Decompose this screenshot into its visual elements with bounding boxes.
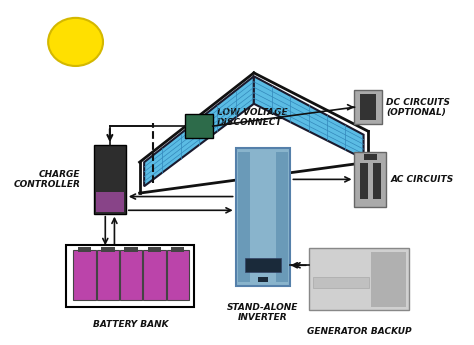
FancyBboxPatch shape (236, 148, 291, 286)
FancyBboxPatch shape (360, 163, 368, 199)
Text: STAND-ALONE
INVERTER: STAND-ALONE INVERTER (228, 303, 299, 323)
FancyBboxPatch shape (78, 247, 91, 252)
Text: GENERATOR BACKUP: GENERATOR BACKUP (307, 327, 411, 336)
FancyBboxPatch shape (309, 248, 410, 310)
Text: LOW VOLTAGE
DISCONNECT: LOW VOLTAGE DISCONNECT (217, 108, 288, 127)
FancyBboxPatch shape (120, 250, 142, 300)
FancyBboxPatch shape (185, 114, 213, 138)
FancyBboxPatch shape (66, 245, 194, 306)
FancyBboxPatch shape (313, 277, 369, 288)
FancyBboxPatch shape (148, 247, 161, 252)
Polygon shape (254, 76, 364, 159)
FancyBboxPatch shape (101, 247, 115, 252)
FancyBboxPatch shape (124, 247, 138, 252)
FancyBboxPatch shape (360, 94, 376, 120)
FancyBboxPatch shape (364, 154, 377, 160)
FancyBboxPatch shape (245, 258, 281, 272)
Text: CHARGE
CONTROLLER: CHARGE CONTROLLER (13, 170, 80, 189)
FancyBboxPatch shape (73, 250, 96, 300)
FancyBboxPatch shape (171, 247, 184, 252)
Text: BATTERY BANK: BATTERY BANK (92, 320, 168, 329)
Text: AC CIRCUITS: AC CIRCUITS (391, 175, 454, 184)
FancyBboxPatch shape (96, 192, 124, 213)
FancyBboxPatch shape (258, 277, 268, 283)
FancyBboxPatch shape (143, 250, 165, 300)
FancyBboxPatch shape (371, 252, 406, 306)
FancyBboxPatch shape (373, 163, 381, 199)
FancyBboxPatch shape (355, 152, 386, 207)
FancyBboxPatch shape (355, 90, 382, 125)
FancyBboxPatch shape (276, 152, 288, 283)
FancyBboxPatch shape (97, 250, 119, 300)
FancyBboxPatch shape (166, 250, 189, 300)
Polygon shape (144, 76, 254, 186)
FancyBboxPatch shape (238, 152, 250, 283)
Text: DC CIRCUITS
(OPTIONAL): DC CIRCUITS (OPTIONAL) (386, 98, 450, 117)
Ellipse shape (48, 18, 103, 66)
FancyBboxPatch shape (94, 145, 126, 214)
